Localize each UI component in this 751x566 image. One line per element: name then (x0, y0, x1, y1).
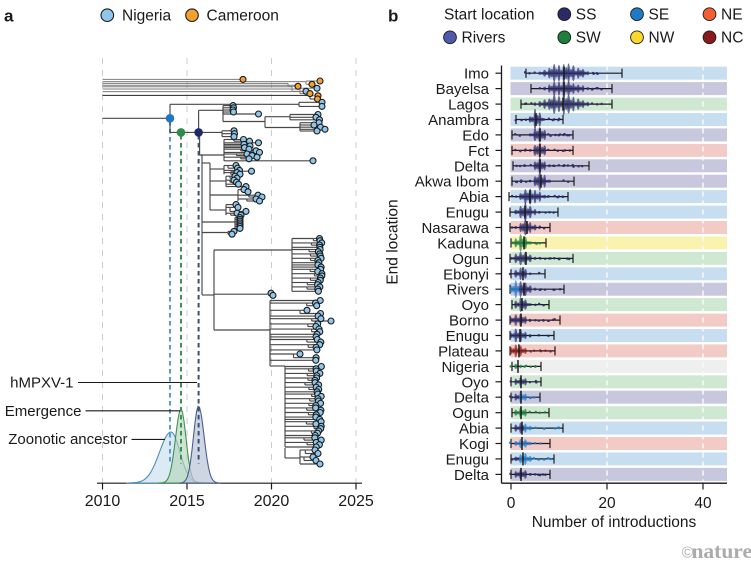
svg-text:Kaduna: Kaduna (437, 235, 489, 252)
svg-text:Enugu: Enugu (446, 205, 489, 222)
svg-text:Lagos: Lagos (448, 97, 489, 114)
svg-text:Delta: Delta (454, 467, 490, 484)
svg-text:SE: SE (649, 7, 670, 24)
svg-text:Delta: Delta (454, 390, 490, 407)
svg-text:NE: NE (721, 7, 743, 24)
svg-text:Number of introductions: Number of introductions (532, 514, 697, 531)
svg-text:nature: nature (691, 539, 751, 561)
svg-text:Bayelsa: Bayelsa (436, 81, 490, 98)
svg-text:Ebonyi: Ebonyi (443, 266, 489, 283)
svg-text:Oyo: Oyo (461, 297, 489, 314)
svg-text:NC: NC (721, 30, 743, 47)
svg-text:Oyo: Oyo (461, 374, 489, 391)
svg-text:Nasarawa: Nasarawa (421, 220, 489, 237)
svg-text:Akwa Ibom: Akwa Ibom (415, 174, 489, 191)
svg-text:Abia: Abia (459, 421, 490, 438)
svg-text:2010: 2010 (85, 493, 121, 510)
svg-text:SW: SW (576, 30, 601, 47)
svg-text:2025: 2025 (338, 493, 374, 510)
svg-text:Zoonotic ancestor: Zoonotic ancestor (8, 431, 127, 448)
svg-text:40: 40 (694, 495, 712, 512)
svg-text:0: 0 (507, 495, 516, 512)
svg-text:a: a (4, 7, 14, 26)
svg-text:Borno: Borno (449, 313, 489, 330)
svg-text:hMPXV-1: hMPXV-1 (10, 375, 73, 392)
svg-text:Nigeria: Nigeria (122, 8, 171, 25)
svg-text:Plateau: Plateau (438, 343, 489, 360)
svg-text:b: b (388, 7, 398, 26)
svg-text:Ogun: Ogun (452, 251, 489, 268)
svg-text:20: 20 (598, 495, 616, 512)
svg-text:©: © (682, 545, 694, 562)
svg-text:Enugu: Enugu (446, 328, 489, 345)
svg-text:Enugu: Enugu (446, 451, 489, 468)
svg-text:Ogun: Ogun (452, 405, 489, 422)
svg-text:Anambra: Anambra (428, 112, 490, 129)
svg-text:NW: NW (649, 30, 675, 47)
svg-text:SS: SS (576, 7, 597, 24)
svg-text:Delta: Delta (454, 158, 490, 175)
svg-text:2015: 2015 (169, 493, 205, 510)
svg-text:Cameroon: Cameroon (207, 8, 279, 25)
svg-text:Fct: Fct (468, 143, 490, 160)
svg-text:Rivers: Rivers (462, 30, 506, 47)
svg-text:2020: 2020 (254, 493, 290, 510)
svg-text:Nigeria: Nigeria (441, 359, 489, 376)
svg-text:End location: End location (385, 199, 402, 284)
svg-text:Abia: Abia (459, 189, 490, 206)
svg-text:Emergence: Emergence (5, 403, 82, 420)
svg-text:Rivers: Rivers (446, 282, 489, 299)
svg-text:Edo: Edo (462, 127, 489, 144)
svg-text:Imo: Imo (464, 66, 489, 83)
svg-text:Start location: Start location (444, 6, 534, 23)
svg-text:Kogi: Kogi (459, 436, 489, 453)
